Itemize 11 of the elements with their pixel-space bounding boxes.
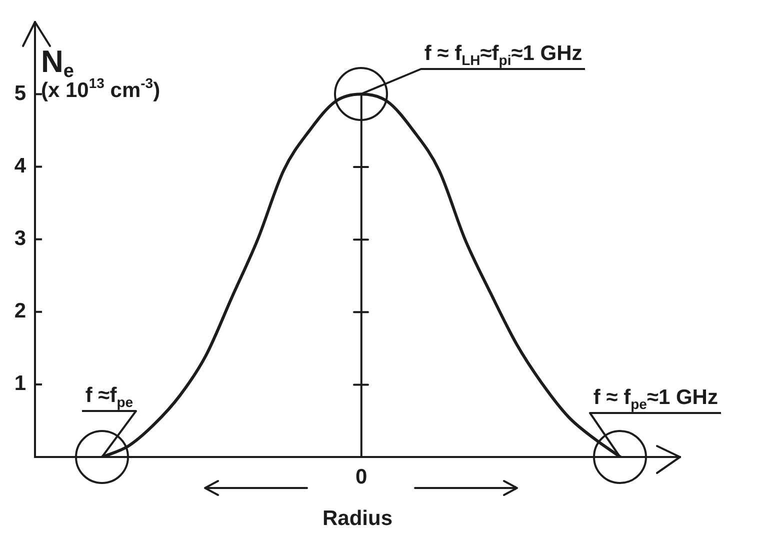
y-tick-label: 4 <box>14 154 26 178</box>
y-axis-title: N$_{e}$ (x 10$^{13}$ cm$^{-3}$) <box>41 44 160 104</box>
y-tick-label: 1 <box>14 372 26 396</box>
x-axis-title: Radius <box>322 507 393 530</box>
y-tick-label: 5 <box>14 82 26 105</box>
annotation: f ≈f$_{pe}$ <box>82 384 136 412</box>
y-tick-label: 2 <box>14 300 26 323</box>
y-tick-label: 3 <box>14 227 26 250</box>
annotation: f ≈ f$_{pe}$≈1 GHz <box>590 386 721 414</box>
x-tick-label: 0 <box>356 465 368 488</box>
annotation: f ≈ f$_{LH}$≈f$_{pi}$≈1 GHz <box>421 42 586 70</box>
